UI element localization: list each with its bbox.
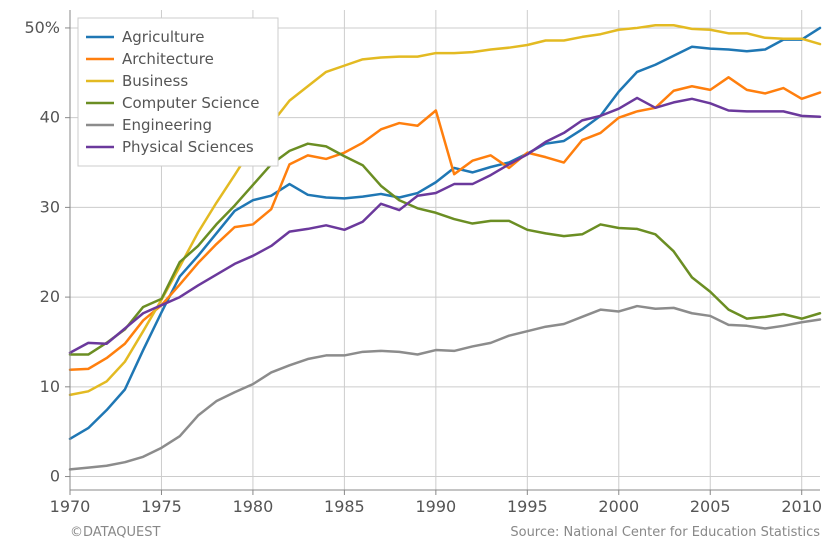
y-tick-label: 40 <box>40 108 60 127</box>
y-tick-label: 0 <box>50 467 60 486</box>
x-tick-label: 1980 <box>233 497 274 516</box>
x-tick-label: 1995 <box>507 497 548 516</box>
x-tick-label: 2005 <box>690 497 731 516</box>
y-tick-label: 10 <box>40 377 60 396</box>
y-tick-label: 50% <box>24 18 60 37</box>
x-tick-label: 1970 <box>50 497 91 516</box>
legend-label: Engineering <box>122 116 212 134</box>
x-tick-label: 1990 <box>415 497 456 516</box>
footer-left: ©DATAQUEST <box>70 525 160 540</box>
legend-label: Physical Sciences <box>122 138 254 156</box>
x-tick-label: 1975 <box>141 497 182 516</box>
legend-label: Business <box>122 72 188 90</box>
x-tick-label: 2000 <box>598 497 639 516</box>
legend-label: Architecture <box>122 50 214 68</box>
chart-container: 1970 1975 1980 1985 1990 1995 2000 2005 2010 0 10 2… <box>0 0 831 546</box>
x-tick-label: 2010 <box>781 497 822 516</box>
legend-label: Agriculture <box>122 28 205 46</box>
legend-label: Computer Science <box>122 94 259 112</box>
y-tick-label: 20 <box>40 287 60 306</box>
y-tick-label: 30 <box>40 197 60 216</box>
x-tick-label: 1985 <box>324 497 365 516</box>
chart-svg: 1970 1975 1980 1985 1990 1995 2000 2005 2010 0 10 2… <box>0 0 831 546</box>
footer-right: Source: National Center for Education St… <box>510 525 820 540</box>
